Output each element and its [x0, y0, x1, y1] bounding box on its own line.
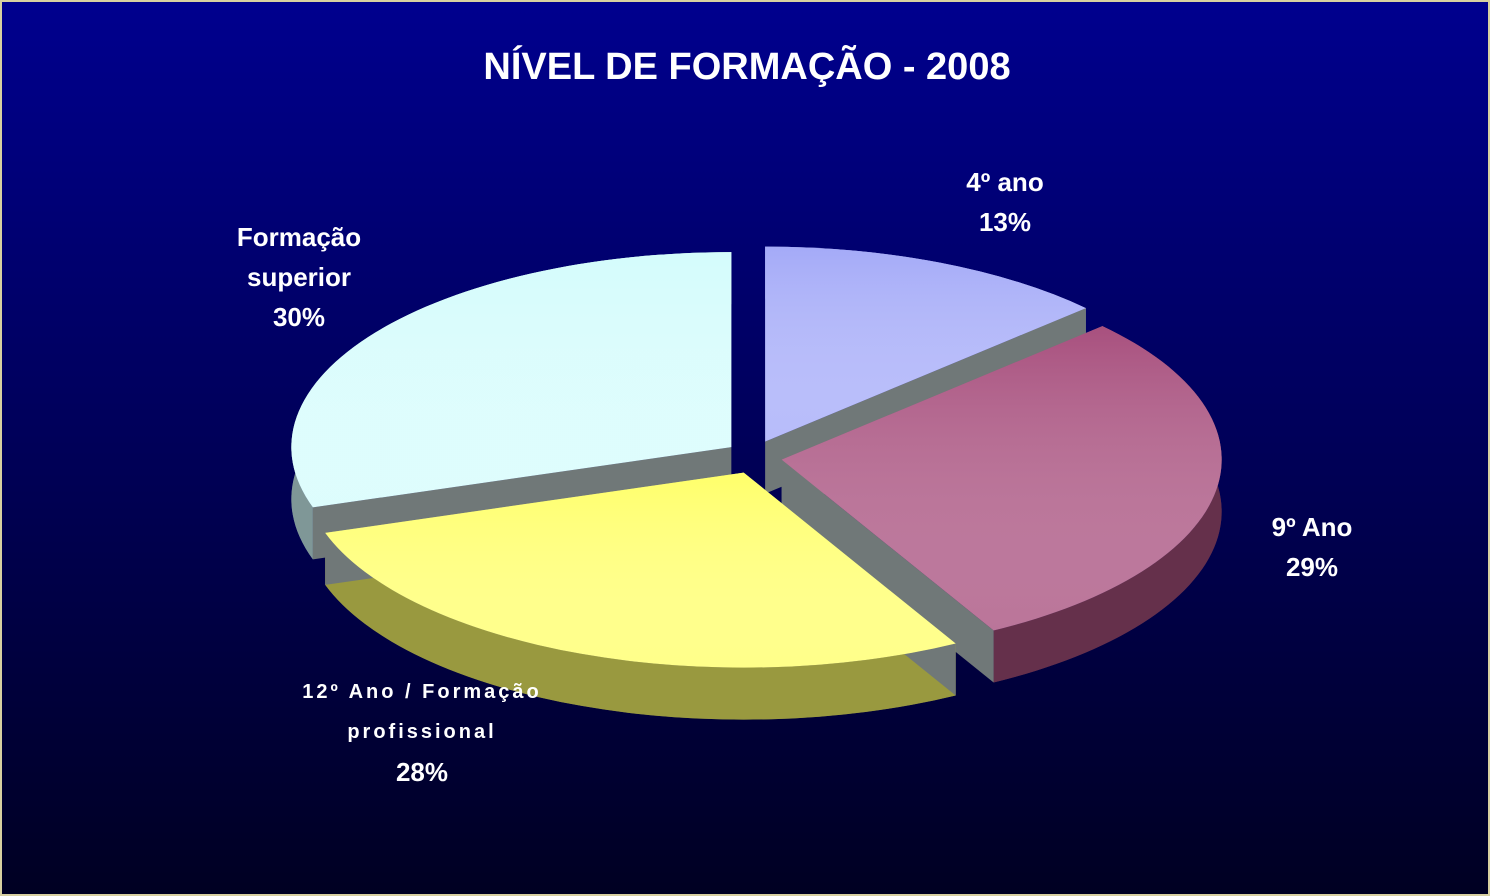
- category-name: 4º ano: [966, 167, 1044, 197]
- slice-sheen: [291, 252, 732, 508]
- slice-sheen: [765, 246, 1086, 442]
- slice-label: 12º Ano / Formação profissional 28%: [272, 672, 572, 792]
- slice-sheen: [325, 472, 956, 668]
- slice-label: 9º Ano 29%: [1212, 507, 1412, 587]
- category-name: 12º Ano / Formação profissional: [302, 681, 542, 743]
- category-name: 9º Ano: [1271, 512, 1353, 542]
- slice-side: [325, 532, 956, 720]
- slice-wall: [781, 459, 994, 683]
- value-label: 28%: [395, 757, 449, 787]
- slice-side-shade: [325, 532, 956, 720]
- value-label: 29%: [1285, 552, 1339, 582]
- chart-title: NÍVEL DE FORMAÇÃO - 2008: [483, 46, 1011, 88]
- slice-sheen: [781, 326, 1222, 631]
- slice-label: Formação superior 30%: [199, 217, 399, 337]
- value-label: 30%: [272, 302, 326, 332]
- value-label: 13%: [978, 207, 1032, 237]
- category-name: Formação superior: [236, 222, 362, 292]
- slice-label: 4º ano 13%: [875, 162, 1135, 242]
